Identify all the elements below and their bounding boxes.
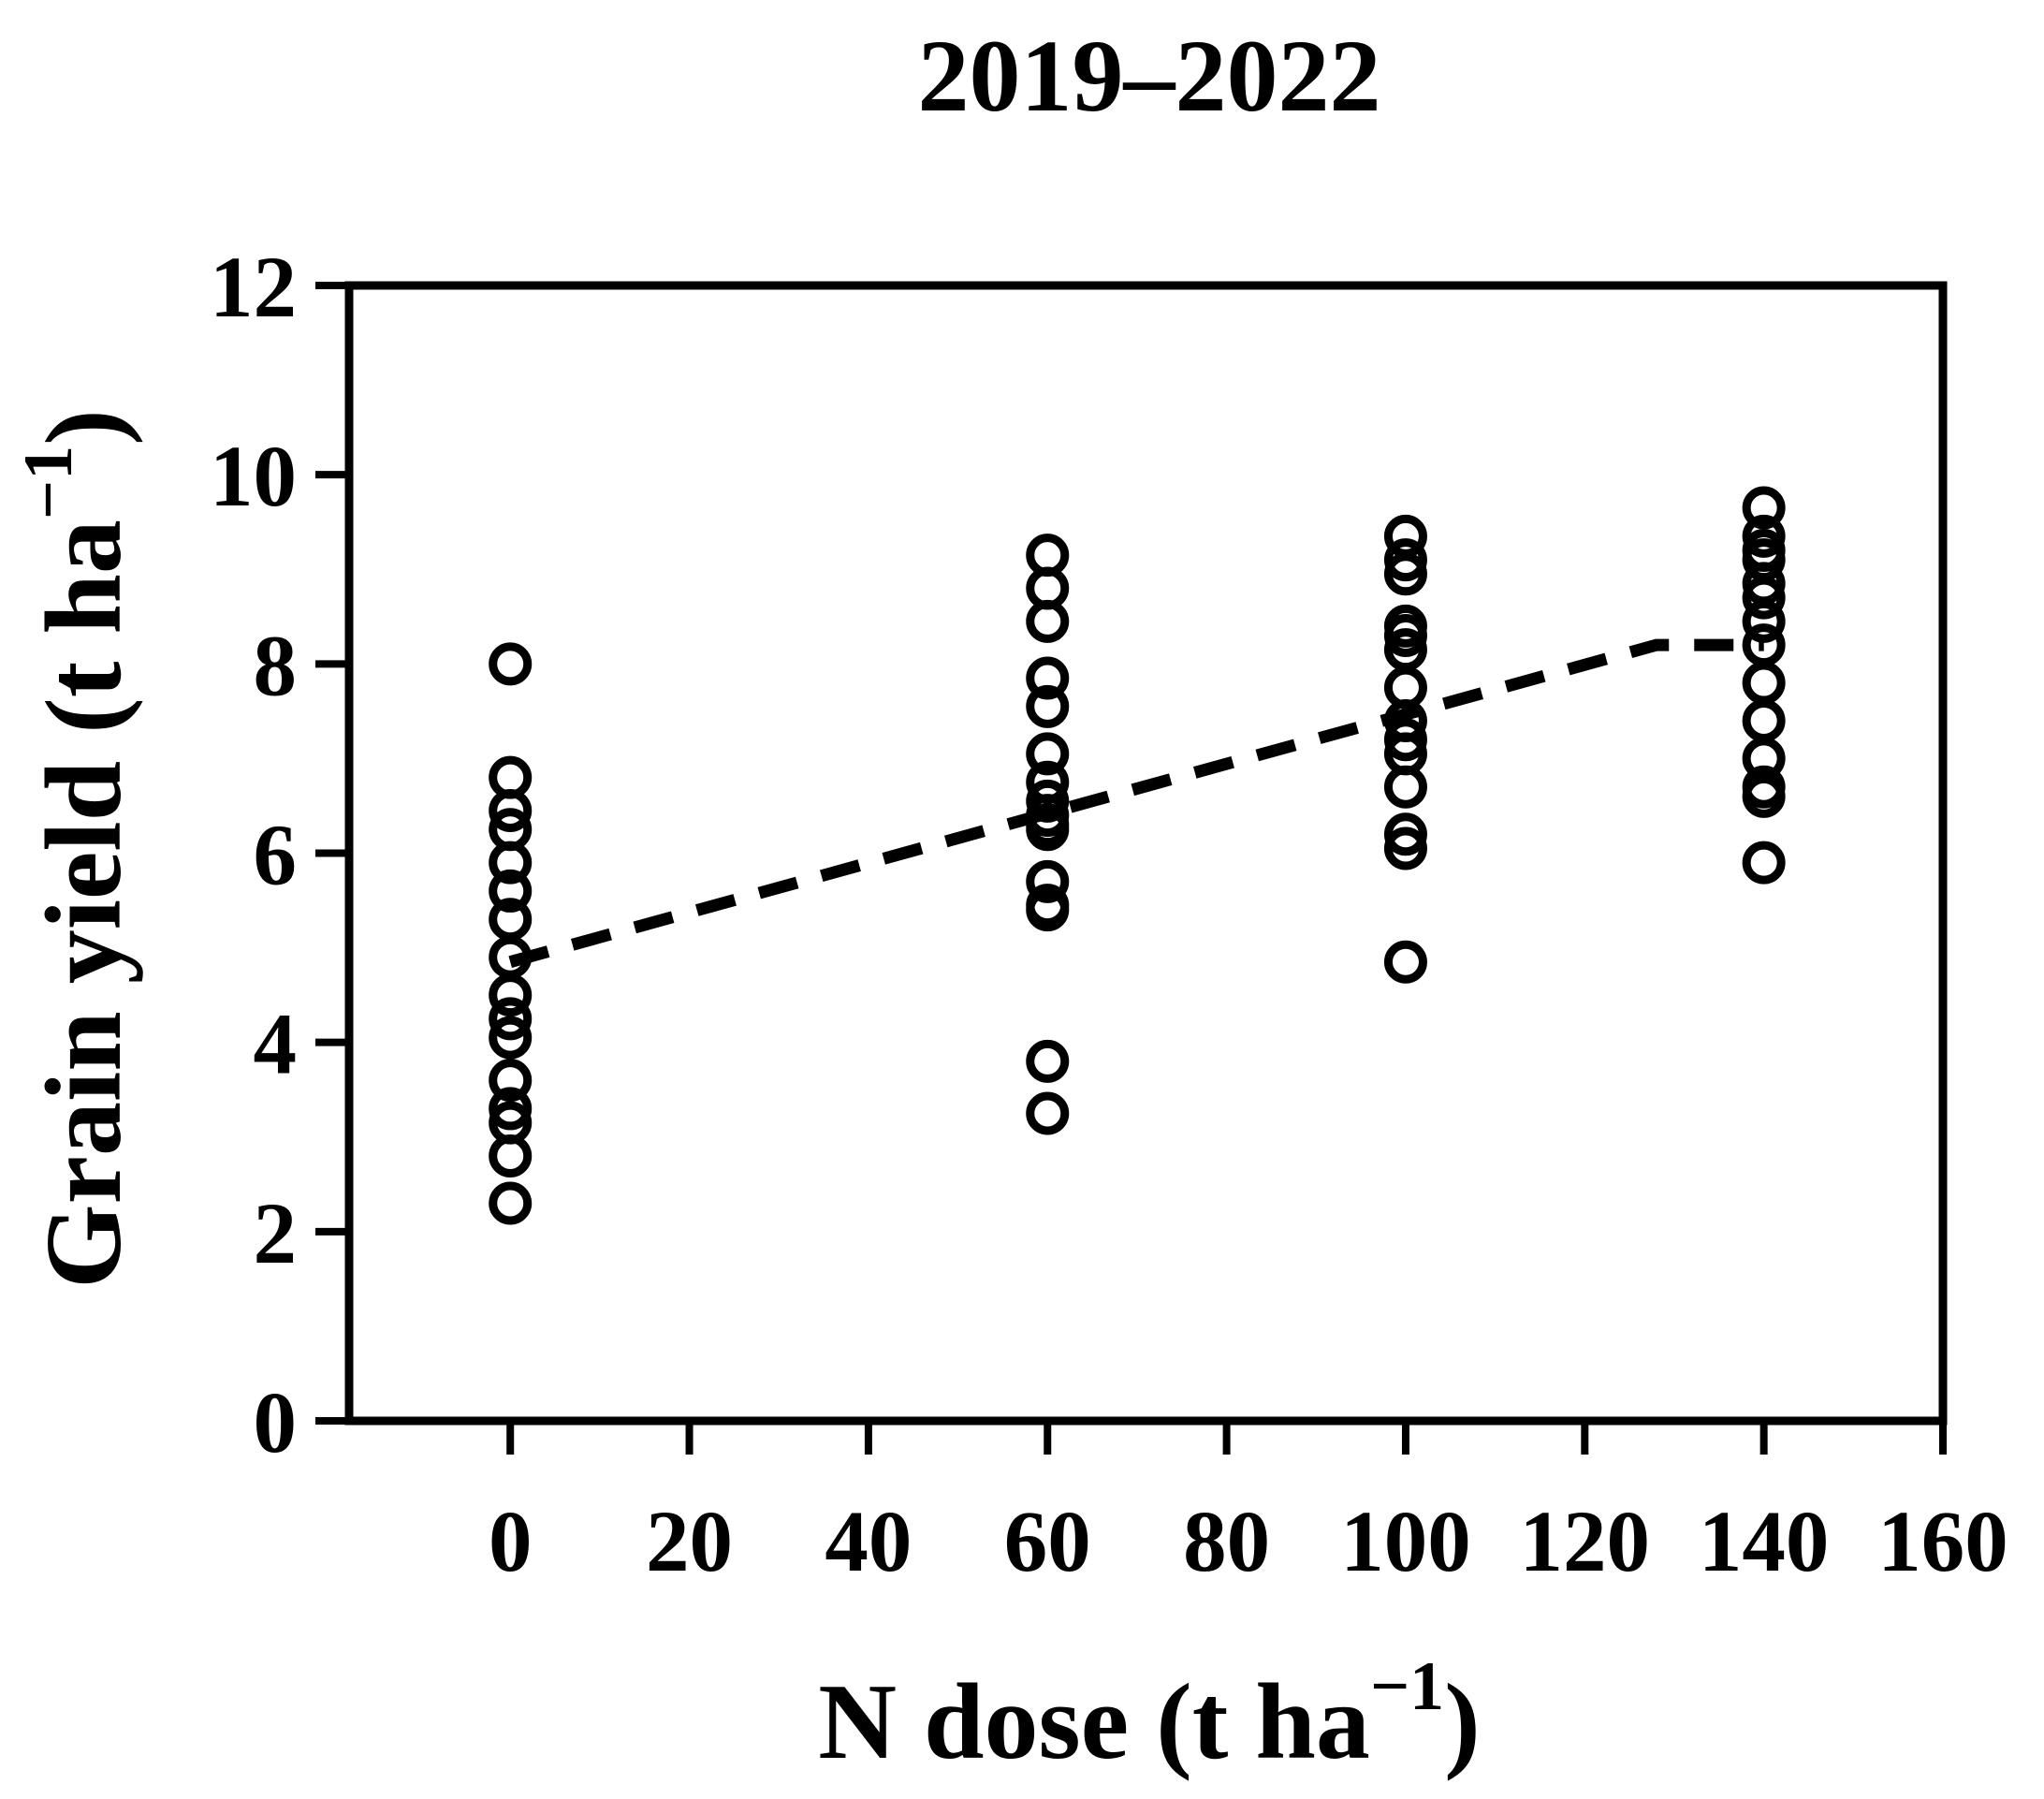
data-point (1026, 1091, 1070, 1135)
y-tick-label: 6 (254, 808, 298, 904)
x-tick-label: 60 (1004, 1494, 1091, 1590)
y-tick-label: 0 (254, 1375, 298, 1471)
trend-line (508, 638, 1764, 968)
data-point (489, 789, 533, 833)
data-point (1026, 888, 1070, 932)
data-point (1026, 1039, 1070, 1083)
y-axis-label: Grain yield (t ha−1) (10, 409, 144, 1289)
y-axis-label-close: ) (24, 409, 144, 446)
data-point (1742, 841, 1786, 885)
data-point (1383, 718, 1427, 762)
data-point (1383, 826, 1427, 870)
data-point (489, 1016, 533, 1060)
data-point (1026, 732, 1070, 776)
data-point (1026, 599, 1070, 643)
y-axis-label-superscript: −1 (10, 446, 87, 519)
data-point (1742, 599, 1786, 643)
x-axis-ticks: 0 20 40 60 80 100 120 140 160 (489, 1421, 2008, 1590)
data-point (489, 1059, 533, 1103)
data-point (1742, 698, 1786, 742)
trend-line-group (508, 638, 1764, 968)
x-tick-label: 40 (825, 1494, 912, 1590)
data-point (1742, 576, 1786, 620)
y-axis-ticks: 0 2 4 6 8 10 12 (210, 240, 349, 1471)
y-tick-label: 2 (254, 1186, 298, 1282)
x-tick-label: 80 (1183, 1494, 1270, 1590)
data-point (1026, 808, 1070, 852)
data-point (489, 841, 533, 885)
data-point (1026, 656, 1070, 700)
data-point (1742, 661, 1786, 705)
x-tick-label: 100 (1340, 1494, 1471, 1590)
y-tick-label: 12 (210, 240, 297, 336)
x-tick-label: 120 (1520, 1494, 1651, 1590)
data-point (1383, 614, 1427, 658)
data-point (1742, 486, 1786, 530)
x-tick-label: 20 (646, 1494, 733, 1590)
x-axis-label-main: N dose (t ha (818, 1662, 1370, 1782)
x-tick-label: 140 (1699, 1494, 1830, 1590)
data-point (489, 1181, 533, 1225)
y-tick-label: 10 (210, 429, 297, 525)
data-point (1383, 552, 1427, 596)
data-point (1383, 940, 1427, 984)
data-points-group (489, 486, 1786, 1225)
data-point (489, 1087, 533, 1131)
y-tick-label: 4 (254, 997, 298, 1093)
x-tick-label: 160 (1877, 1494, 2008, 1590)
data-point (489, 997, 533, 1041)
data-point (1742, 774, 1786, 818)
data-point (1026, 779, 1070, 823)
x-axis-label-close: ) (1444, 1662, 1481, 1782)
data-point (489, 642, 533, 686)
data-point (1026, 684, 1070, 728)
x-axis-label: N dose (t ha−1) (818, 1648, 1481, 1782)
data-point (489, 869, 533, 913)
data-point (489, 1134, 533, 1177)
plot-frame (344, 281, 1948, 1426)
data-point (1383, 765, 1427, 809)
x-axis-label-superscript: −1 (1370, 1648, 1444, 1725)
chart-title: 2019–2022 (918, 19, 1381, 133)
x-tick-label: 0 (489, 1494, 533, 1590)
y-tick-label: 8 (254, 618, 298, 714)
data-point (1383, 812, 1427, 856)
data-point (1742, 514, 1786, 558)
data-point (1026, 859, 1070, 903)
data-point (489, 973, 533, 1017)
y-axis-label-main: Grain yield (t ha (24, 519, 144, 1289)
data-point (1383, 538, 1427, 582)
